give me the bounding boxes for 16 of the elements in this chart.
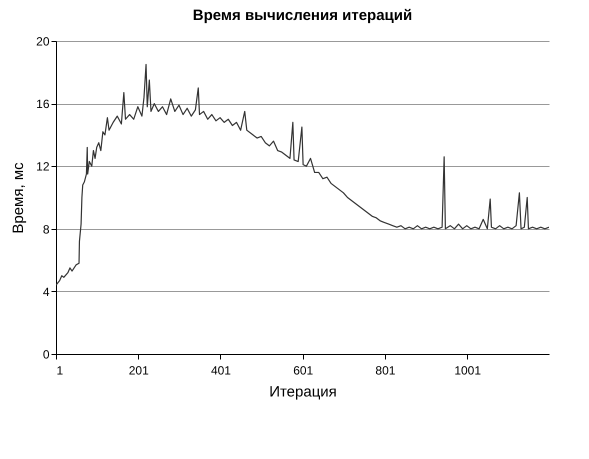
y-tick-label: 12 [36,160,50,174]
x-tick-label: 401 [210,364,232,378]
chart-title: Время вычисления итераций [192,7,412,24]
x-tick-label: 601 [293,364,314,378]
line-series [56,64,549,286]
x-axis-title: Итерация [269,384,337,400]
x-tick-label: 1001 [454,364,482,378]
y-axis-title: Время, мс [10,162,28,234]
x-tick-label: 1 [56,364,64,378]
y-tick-label: 4 [42,284,50,299]
x-tick-label: 201 [128,364,150,378]
y-tick-label: 20 [36,34,50,48]
y-tick-label: 8 [42,222,50,236]
y-tick-label: 16 [36,97,50,112]
x-tick-label: 801 [375,364,396,378]
y-tick-label: 0 [42,348,50,362]
